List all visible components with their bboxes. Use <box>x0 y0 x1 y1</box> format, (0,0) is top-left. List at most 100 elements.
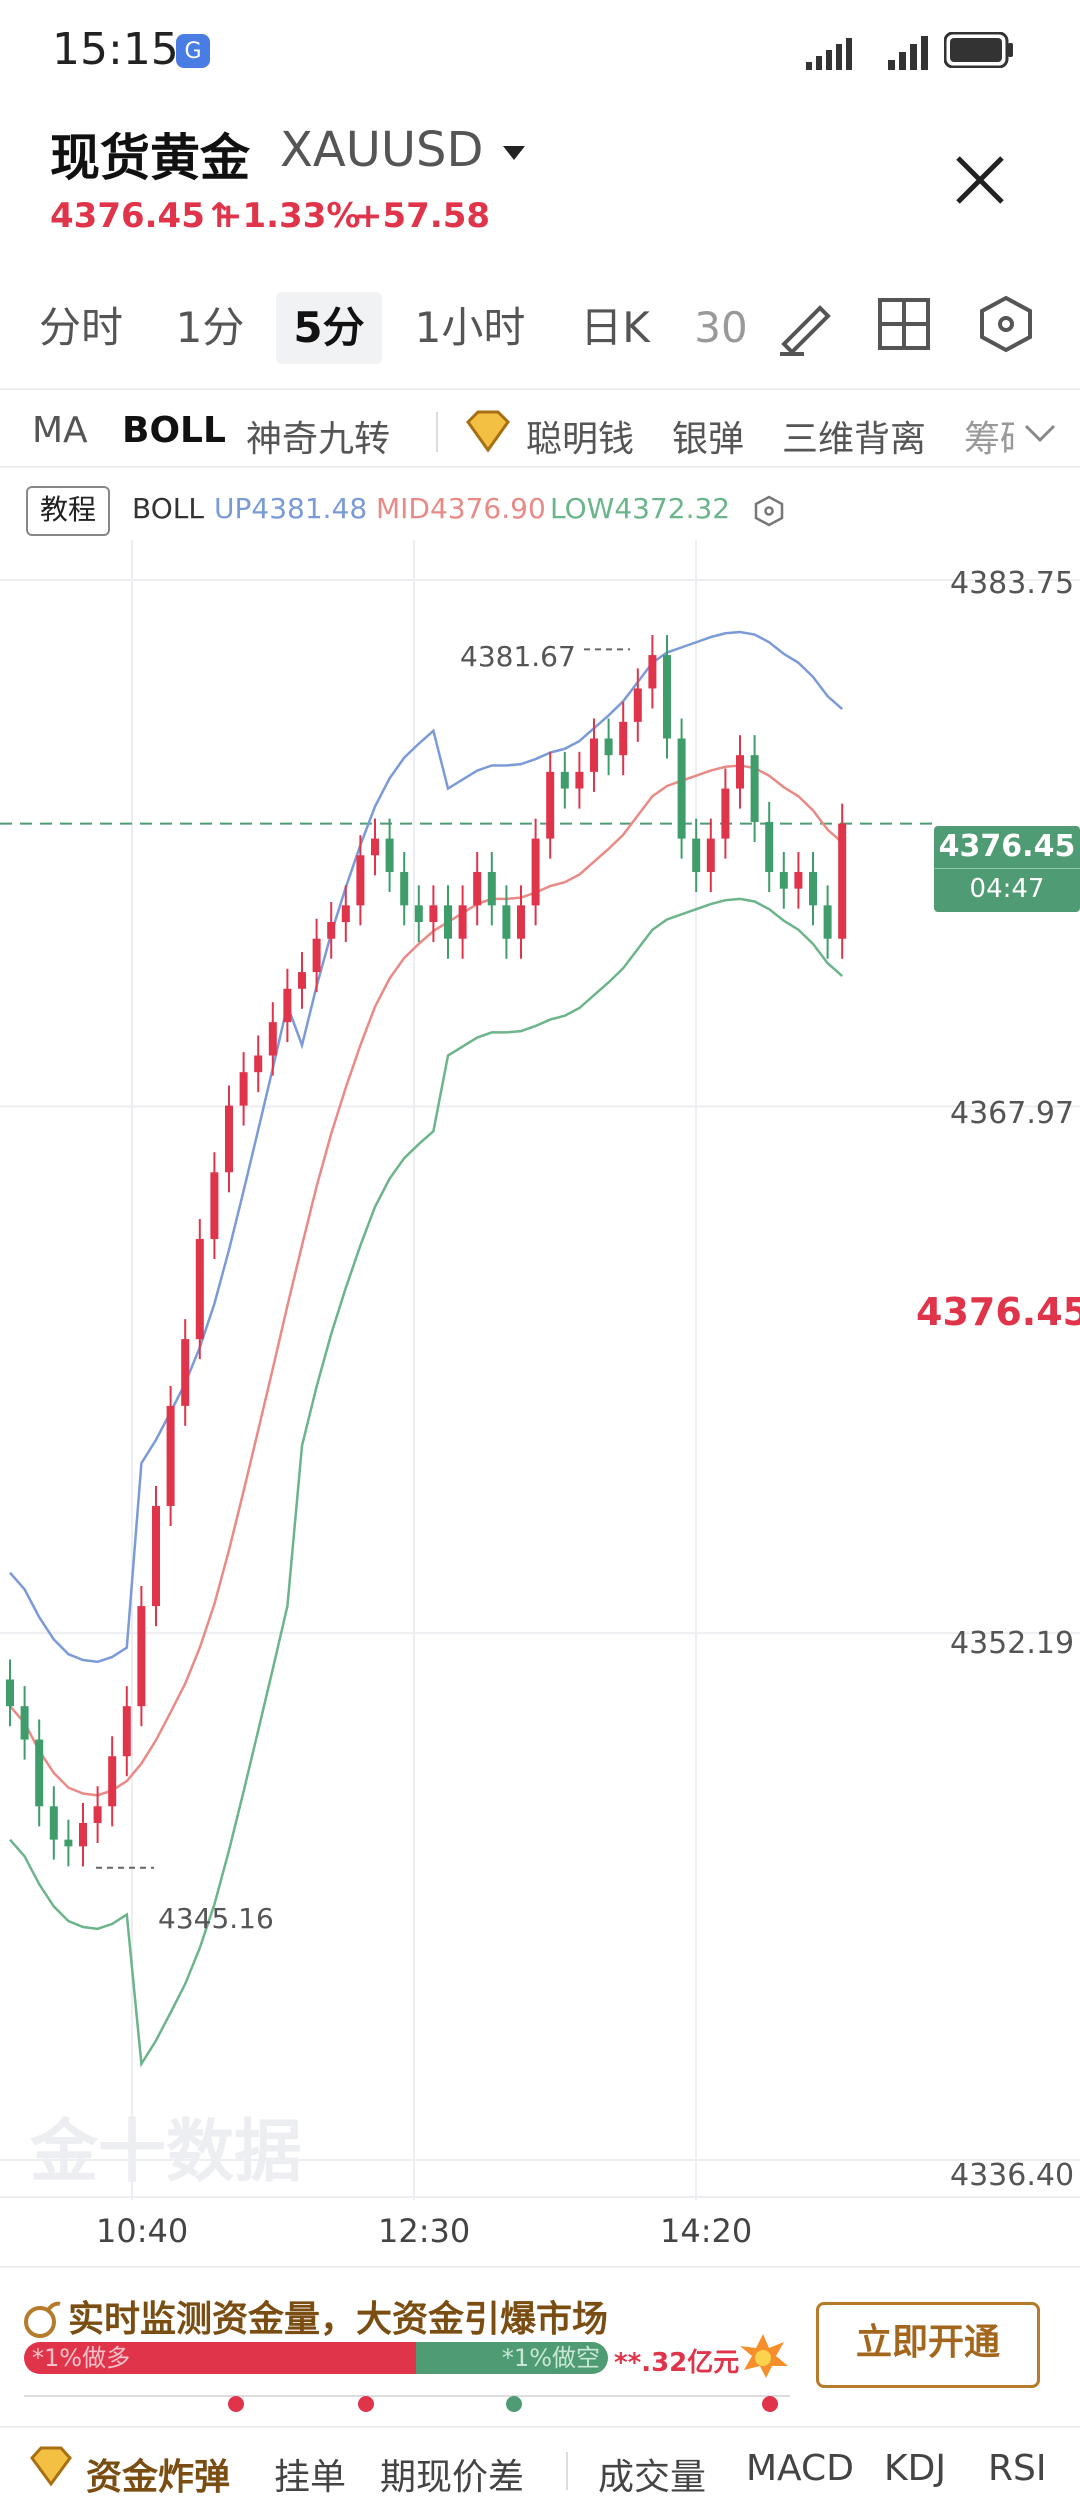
y-tick-label: 4367.97 <box>950 1096 1075 1131</box>
candle-body <box>633 688 642 722</box>
candle-body <box>49 1806 58 1840</box>
watermark: 金十数据 <box>30 2113 303 2192</box>
tab-intraday[interactable]: 分时 <box>38 303 123 352</box>
tab-kdj[interactable]: KDJ <box>884 2448 946 2489</box>
candle-body <box>648 655 657 689</box>
candle-body <box>195 1239 204 1340</box>
candle-body <box>765 821 774 872</box>
tab-fund-bomb[interactable]: 资金炸弹 <box>86 2457 231 2498</box>
y-tick-label: 4352.19 <box>950 1626 1075 1661</box>
tab-daily[interactable]: 日K <box>580 303 650 352</box>
candle-body <box>414 905 423 923</box>
tab-basis[interactable]: 期现价差 <box>380 2457 525 2498</box>
last-price: 4376.45↑ <box>50 196 234 236</box>
indicator-boll[interactable]: BOLL <box>122 410 226 451</box>
close-icon[interactable] <box>950 150 1010 210</box>
candle-body <box>706 838 715 872</box>
tab-5min[interactable]: 5分 <box>276 292 382 364</box>
candle-body <box>692 838 701 872</box>
x-tick-label: 10:40 <box>96 2212 189 2250</box>
candle-body <box>225 1105 233 1173</box>
candle-body <box>560 771 569 789</box>
bomb-icon <box>24 2301 61 2338</box>
tab-30[interactable]: 30 <box>694 303 748 352</box>
tab-1hour[interactable]: 1小时 <box>414 303 526 352</box>
divider <box>0 2426 1080 2428</box>
dropdown-triangle-icon[interactable] <box>499 138 529 168</box>
candle-body <box>502 905 511 939</box>
low-annotation: 4345.16 <box>158 1902 274 1935</box>
cell-signal-icon <box>888 36 928 70</box>
indicator-ma[interactable]: MA <box>32 410 88 451</box>
indicator-divergence[interactable]: 三维背离 <box>782 419 927 460</box>
candle-body <box>619 721 628 756</box>
grid-layout-icon[interactable] <box>876 296 932 352</box>
price-marker: 4376.45 <box>916 1290 1080 1334</box>
indicator-smart-money[interactable]: 聪明钱 <box>526 419 635 460</box>
network-signal-icon <box>806 38 852 70</box>
candle-body <box>356 855 365 906</box>
timeframe-tabs: 分时 1分 5分 1小时 日K 30 <box>0 270 1080 376</box>
candle-body <box>298 972 306 989</box>
candle-body <box>838 823 847 939</box>
candle-body <box>809 871 817 906</box>
tab-volume[interactable]: 成交量 <box>598 2457 707 2498</box>
candle-body <box>239 1072 248 1106</box>
tab-1min[interactable]: 1分 <box>175 303 245 352</box>
candle-body <box>20 1706 29 1740</box>
candle-body <box>604 738 613 756</box>
legend-up: UP4381.48 <box>214 492 368 525</box>
bear-bar: *1%做空 <box>416 2342 608 2374</box>
status-time: 15:15 <box>52 24 179 75</box>
draw-tool-icon[interactable] <box>774 294 840 360</box>
boll-mid-line <box>9 764 844 1797</box>
candle-body <box>458 905 467 939</box>
bull-bar: *1%做多 <box>24 2342 416 2374</box>
candle-body <box>677 738 686 839</box>
tab-orders[interactable]: 挂单 <box>274 2457 347 2498</box>
candlestick-chart[interactable] <box>0 540 1080 2200</box>
indicator-chips[interactable]: 筹码 <box>964 419 1014 460</box>
candle-body <box>283 988 292 1023</box>
tab-macd[interactable]: MACD <box>746 2448 854 2489</box>
divider <box>0 466 1080 468</box>
candle-body <box>473 871 482 906</box>
candle-body <box>546 771 555 839</box>
change-percent: +1.33% <box>214 196 361 236</box>
instrument-symbol[interactable]: XAUUSD <box>280 122 529 178</box>
candle-body <box>268 1022 277 1056</box>
tab-rsi[interactable]: RSI <box>988 2448 1047 2489</box>
divider <box>0 2266 1080 2268</box>
app-badge-icon: G <box>176 34 210 68</box>
banner-title: 实时监测资金量，大资金引爆市场 <box>68 2299 609 2340</box>
fund-monitor-banner[interactable]: 实时监测资金量，大资金引爆市场 *1%做多 *1%做空 **.32亿元 立即开通 <box>0 2276 1080 2416</box>
candle-body <box>794 871 803 889</box>
instrument-title: 现货黄金 <box>50 129 250 187</box>
candle-body <box>371 838 379 856</box>
candle-body <box>487 871 496 906</box>
candle-body <box>210 1172 219 1240</box>
boll-up-line <box>9 630 844 1664</box>
tutorial-button[interactable]: 教程 <box>26 486 110 536</box>
x-tick-label: 12:30 <box>378 2212 471 2250</box>
divider <box>566 2452 568 2490</box>
candle-body <box>750 755 759 822</box>
candle-body <box>35 1739 44 1807</box>
candle-body <box>79 1822 87 1847</box>
candle-body <box>823 905 832 939</box>
candle-body <box>6 1679 14 1707</box>
legend-settings-icon[interactable] <box>752 494 786 528</box>
y-tick-label: 4336.40 <box>950 2158 1075 2193</box>
diamond-vip-icon <box>466 410 510 453</box>
candle-body <box>400 871 409 906</box>
chevron-down-icon[interactable] <box>1020 418 1060 448</box>
candle-body <box>122 1706 131 1757</box>
legend-mid: MID4376.90 <box>376 492 546 525</box>
boll-low-line <box>9 897 844 2068</box>
indicator-magic-nine[interactable]: 神奇九转 <box>246 419 391 460</box>
divider <box>0 388 1080 390</box>
activate-button[interactable]: 立即开通 <box>816 2302 1040 2388</box>
battery-icon <box>944 32 1013 68</box>
settings-hexagon-icon[interactable] <box>976 294 1036 354</box>
indicator-silver-bullet[interactable]: 银弹 <box>672 419 745 460</box>
